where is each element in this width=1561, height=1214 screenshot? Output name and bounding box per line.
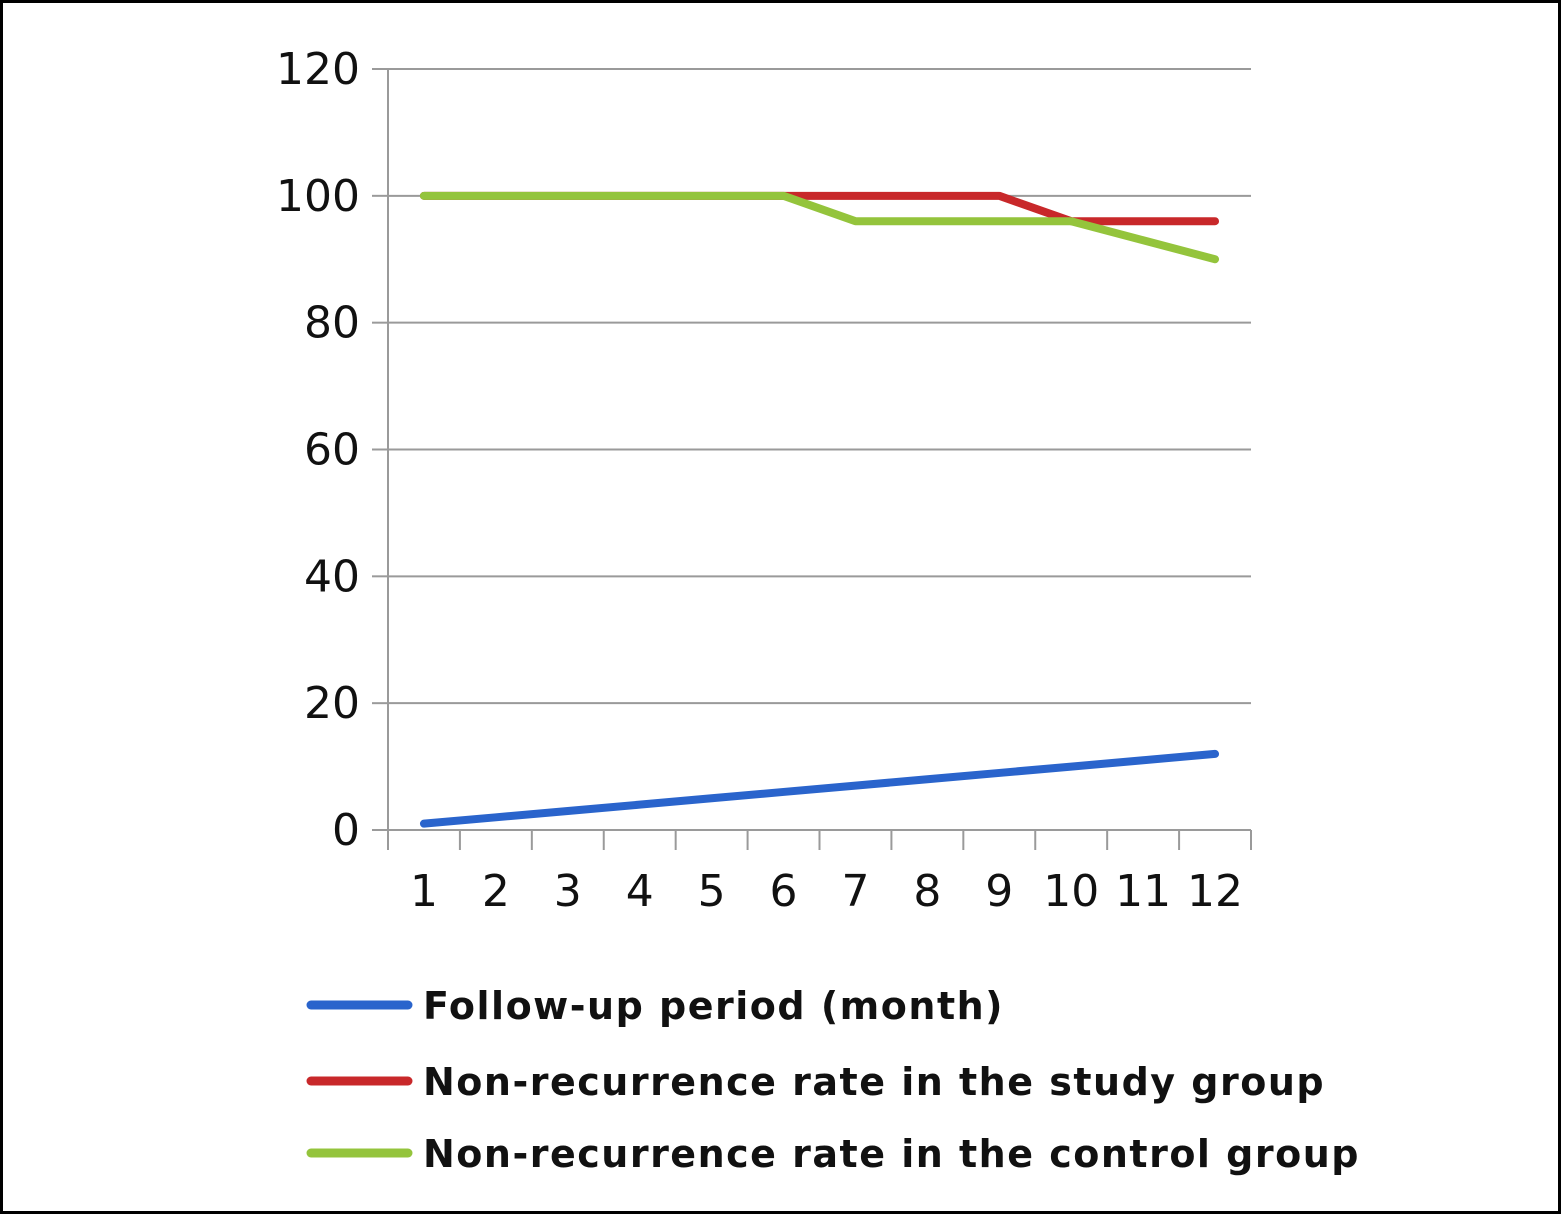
x-tick-label: 6 [770,866,798,917]
x-tick-label: 4 [626,866,654,917]
legend-label: Follow-up period (month) [423,984,1004,1028]
y-tick-label: 80 [304,298,360,349]
series-line-1 [419,749,1220,828]
series-lines [419,191,1220,828]
gridlines [388,68,1251,705]
legend-item: Follow-up period (month) [306,984,1004,1028]
x-tick-label: 7 [841,866,869,917]
legend: Follow-up period (month) Non-recurrence r… [306,984,1360,1176]
x-tick-label: 3 [554,866,582,917]
series-line-3 [419,191,1220,264]
x-tick-label: 9 [985,866,1013,917]
x-tick-label: 5 [698,866,726,917]
x-tick-label: 11 [1115,866,1171,917]
x-tick-label: 8 [913,866,941,917]
legend-item: Non-recurrence rate in the study group [306,1060,1325,1104]
x-tick-label: 1 [410,866,438,917]
axes [387,69,1251,850]
x-tick-label: 10 [1043,866,1099,917]
x-axis-ticks: 1 2 3 4 5 6 7 8 9 10 11 12 [387,830,1252,917]
legend-item: Non-recurrence rate in the control group [306,1132,1360,1176]
y-axis-ticks: 0 20 40 60 80 100 120 [276,44,388,856]
y-tick-label: 60 [304,425,360,476]
y-tick-label: 0 [332,805,360,856]
legend-label: Non-recurrence rate in the control group [423,1132,1360,1176]
y-tick-label: 20 [304,678,360,729]
legend-label: Non-recurrence rate in the study group [423,1060,1325,1104]
y-tick-label: 120 [276,44,360,95]
y-tick-label: 40 [304,551,360,602]
x-tick-label: 12 [1187,866,1243,917]
x-tick-label: 2 [482,866,510,917]
y-tick-label: 100 [276,171,360,222]
